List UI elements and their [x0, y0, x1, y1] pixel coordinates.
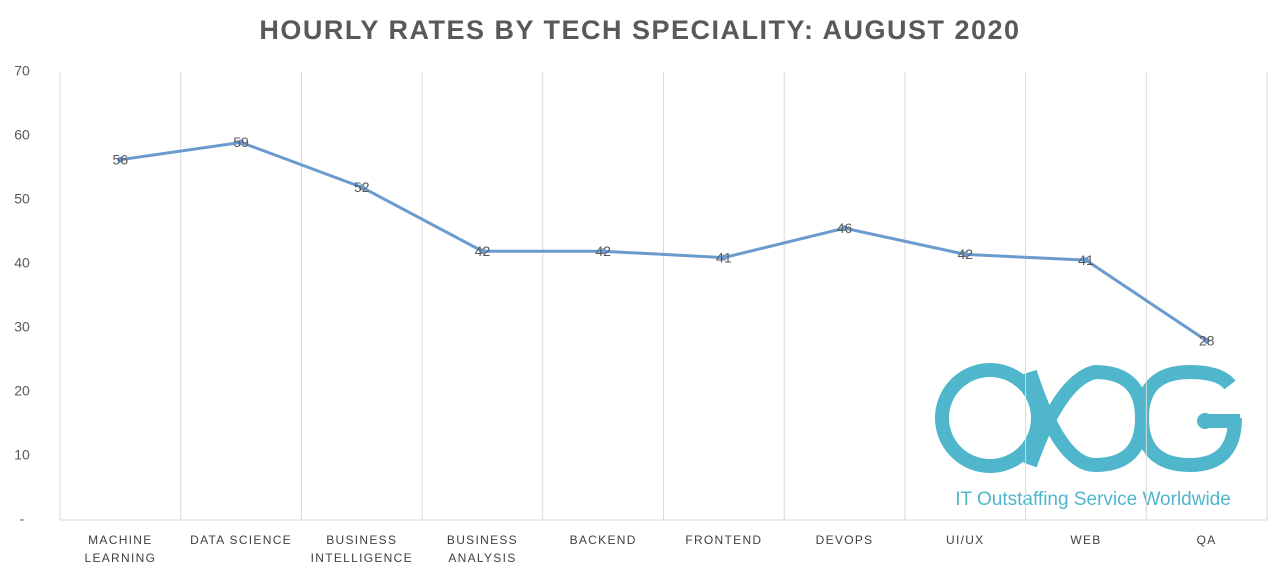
x-tick-label: WEB: [1070, 533, 1102, 547]
y-tick-label: 70: [14, 63, 30, 79]
marker: [238, 139, 245, 146]
x-tick-label: FRONTEND: [685, 533, 763, 547]
data-label: 42: [475, 243, 491, 259]
x-tick-label: UI/UX: [945, 533, 985, 547]
x-tick-label: DEVOPS: [815, 533, 874, 547]
logo-dot: [1197, 413, 1213, 429]
chart-title: HOURLY RATES BY TECH SPECIALITY: AUGUST …: [259, 15, 1020, 45]
data-label: 42: [595, 243, 611, 259]
marker: [117, 156, 124, 163]
marker: [720, 254, 727, 261]
data-label: 46: [837, 220, 853, 236]
data-label: 41: [1078, 252, 1094, 268]
x-tick-label: BUSINESS ANALYSIS: [446, 533, 518, 565]
line: [120, 140, 1208, 343]
y-tick-label: 60: [14, 127, 30, 143]
marker: [600, 248, 607, 255]
x-tick-label: BACKEND: [569, 533, 637, 547]
watermark: IT Outstaffing Service Worldwide: [955, 489, 1231, 510]
x-tick-label: QA: [1196, 533, 1217, 547]
marker: [962, 251, 969, 258]
y-tick-label: -: [20, 511, 25, 527]
marker: [1203, 337, 1210, 344]
y-tick-label: 50: [14, 191, 30, 207]
data-label: 56: [113, 151, 129, 167]
data-label: 42: [957, 246, 973, 262]
y-tick-label: 40: [14, 255, 30, 271]
marker: [479, 248, 486, 255]
data-label: 28: [1199, 333, 1215, 349]
marker: [358, 184, 365, 191]
x-tick-label: DATA SCIENCE: [190, 533, 292, 547]
data-label: 52: [354, 179, 370, 195]
y-tick-label: 30: [14, 319, 30, 335]
marker: [841, 225, 848, 232]
data-label: 41: [716, 249, 732, 265]
marker: [1082, 257, 1089, 264]
y-tick-label: 10: [14, 447, 30, 463]
data-label: 59: [233, 134, 249, 150]
x-tick-label: BUSINESS INTELLIGENCE: [310, 533, 413, 565]
x-tick-label: MACHINE LEARNING: [84, 533, 157, 565]
logo: [935, 363, 1242, 473]
y-tick-label: 20: [14, 383, 30, 399]
